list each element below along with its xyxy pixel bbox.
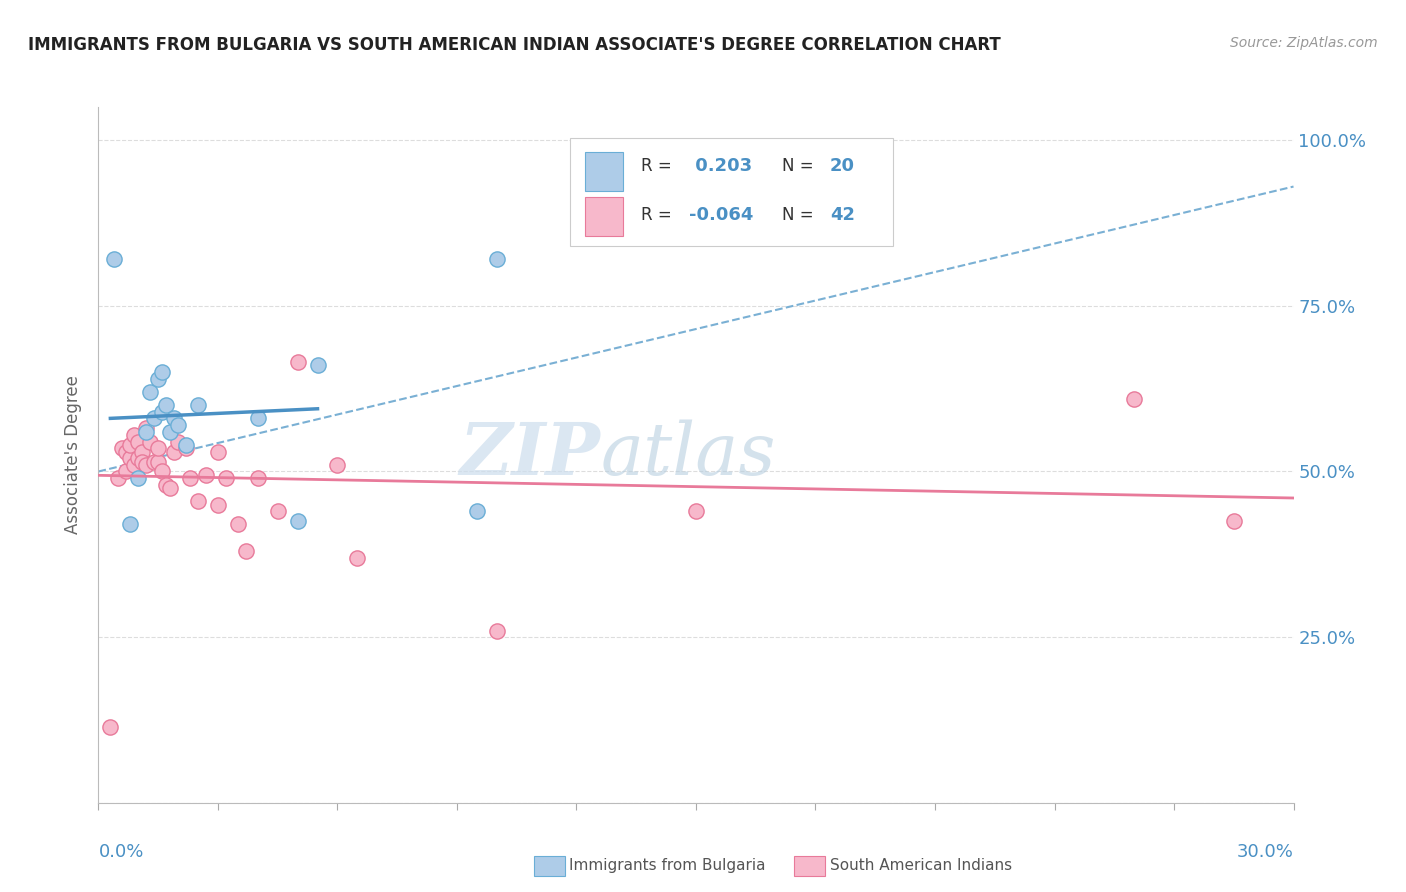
Text: 42: 42	[830, 206, 855, 224]
Point	[148, 454, 170, 468]
Y-axis label: Associate's Degree: Associate's Degree	[65, 376, 83, 534]
Text: Source: ZipAtlas.com: Source: ZipAtlas.com	[1230, 36, 1378, 50]
Point	[287, 355, 309, 369]
Point	[163, 444, 186, 458]
Point	[148, 372, 170, 386]
Point	[135, 425, 157, 439]
Point	[207, 498, 229, 512]
Point	[167, 434, 190, 449]
Point	[179, 471, 201, 485]
Text: N =: N =	[782, 206, 818, 224]
FancyBboxPatch shape	[585, 153, 623, 191]
Point	[124, 458, 146, 472]
Point	[127, 434, 149, 449]
Point	[155, 477, 177, 491]
Point	[107, 471, 129, 485]
Text: 30.0%: 30.0%	[1237, 843, 1294, 861]
Point	[120, 517, 142, 532]
Point	[139, 384, 162, 399]
Point	[187, 494, 209, 508]
Point	[187, 398, 209, 412]
Point	[465, 504, 488, 518]
Point	[98, 720, 122, 734]
Point	[195, 467, 218, 482]
Point	[326, 458, 349, 472]
Point	[111, 442, 134, 456]
Point	[167, 418, 190, 433]
FancyBboxPatch shape	[571, 138, 893, 246]
Point	[174, 442, 197, 456]
Point	[174, 438, 197, 452]
Point	[127, 451, 149, 466]
Point	[287, 514, 309, 528]
Point	[103, 252, 125, 267]
Point	[135, 458, 157, 472]
Text: 0.203: 0.203	[689, 157, 752, 175]
Point	[115, 444, 138, 458]
Text: IMMIGRANTS FROM BULGARIA VS SOUTH AMERICAN INDIAN ASSOCIATE'S DEGREE CORRELATION: IMMIGRANTS FROM BULGARIA VS SOUTH AMERIC…	[28, 36, 1001, 54]
FancyBboxPatch shape	[585, 197, 623, 235]
Point	[685, 504, 707, 518]
Point	[155, 398, 177, 412]
Point	[150, 465, 173, 479]
Point	[215, 471, 238, 485]
Point	[207, 444, 229, 458]
Point	[148, 442, 170, 456]
Text: South American Indians: South American Indians	[830, 858, 1012, 872]
Point	[1123, 392, 1146, 406]
Text: Immigrants from Bulgaria: Immigrants from Bulgaria	[569, 858, 766, 872]
Point	[307, 359, 329, 373]
Point	[115, 465, 138, 479]
Text: ZIP: ZIP	[460, 419, 600, 491]
Point	[1223, 514, 1246, 528]
Text: N =: N =	[782, 157, 818, 175]
Point	[163, 411, 186, 425]
Point	[226, 517, 249, 532]
Point	[143, 411, 166, 425]
Point	[485, 252, 508, 267]
Point	[131, 444, 153, 458]
Point	[120, 438, 142, 452]
Point	[159, 481, 181, 495]
Text: atlas: atlas	[600, 419, 776, 491]
Text: R =: R =	[641, 206, 678, 224]
Point	[124, 428, 146, 442]
Point	[346, 550, 368, 565]
Point	[120, 451, 142, 466]
Text: 0.0%: 0.0%	[98, 843, 143, 861]
Point	[485, 624, 508, 638]
Point	[127, 471, 149, 485]
Point	[246, 471, 269, 485]
Point	[139, 434, 162, 449]
Point	[246, 411, 269, 425]
Point	[131, 454, 153, 468]
Point	[143, 454, 166, 468]
Point	[159, 425, 181, 439]
Point	[135, 421, 157, 435]
Text: R =: R =	[641, 157, 678, 175]
Text: 20: 20	[830, 157, 855, 175]
Point	[150, 405, 173, 419]
Point	[267, 504, 290, 518]
Text: -0.064: -0.064	[689, 206, 754, 224]
Point	[150, 365, 173, 379]
Point	[235, 544, 257, 558]
